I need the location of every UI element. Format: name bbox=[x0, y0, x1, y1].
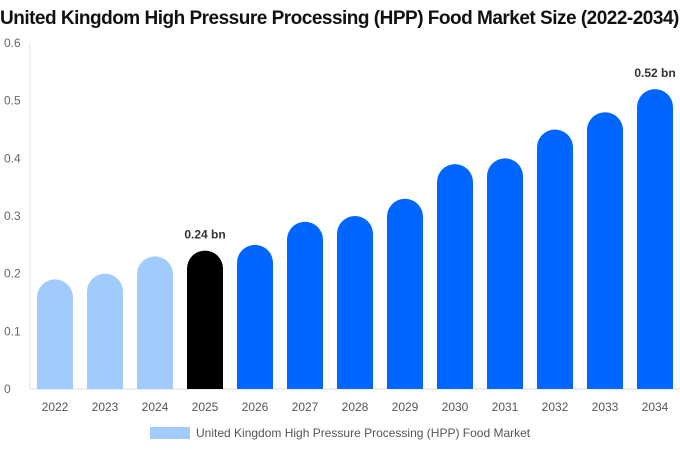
data-label: 0.52 bn bbox=[634, 66, 675, 80]
x-tick-label: 2022 bbox=[42, 400, 69, 414]
bar-2026 bbox=[237, 244, 273, 389]
y-tick-label: 0.1 bbox=[4, 324, 21, 338]
x-tick-label: 2033 bbox=[592, 400, 619, 414]
y-tick-label: 0.5 bbox=[4, 94, 21, 108]
legend-swatch bbox=[150, 427, 190, 439]
x-tick-label: 2028 bbox=[342, 400, 369, 414]
y-tick-label: 0 bbox=[4, 382, 11, 396]
y-tick-label: 0.2 bbox=[4, 267, 21, 281]
bar-2025 bbox=[187, 250, 223, 389]
x-tick-label: 2031 bbox=[492, 400, 519, 414]
bar-2023 bbox=[87, 273, 123, 389]
legend: United Kingdom High Pressure Processing … bbox=[150, 426, 530, 440]
bar-2031 bbox=[487, 158, 523, 389]
y-tick-label: 0.3 bbox=[4, 209, 21, 223]
x-tick-label: 2025 bbox=[192, 400, 219, 414]
bar-2029 bbox=[387, 198, 423, 389]
bar-2022 bbox=[37, 279, 73, 389]
x-tick-label: 2032 bbox=[542, 400, 569, 414]
x-tick-label: 2030 bbox=[442, 400, 469, 414]
bar-2030 bbox=[437, 164, 473, 389]
legend-label: United Kingdom High Pressure Processing … bbox=[196, 426, 531, 440]
chart-title: United Kingdom High Pressure Processing … bbox=[0, 8, 679, 29]
bar-2032 bbox=[537, 129, 573, 389]
bar-2033 bbox=[587, 112, 623, 389]
x-tick-label: 2034 bbox=[642, 400, 669, 414]
bar-2024 bbox=[137, 256, 173, 389]
x-tick-label: 2027 bbox=[292, 400, 319, 414]
x-tick-label: 2029 bbox=[392, 400, 419, 414]
bar-2028 bbox=[337, 216, 373, 389]
data-label: 0.24 bn bbox=[184, 228, 225, 242]
x-tick-label: 2023 bbox=[92, 400, 119, 414]
bar-2027 bbox=[287, 221, 323, 389]
x-tick-label: 2026 bbox=[242, 400, 269, 414]
y-tick-label: 0.4 bbox=[4, 151, 21, 165]
x-tick-label: 2024 bbox=[142, 400, 169, 414]
y-tick-label: 0.6 bbox=[4, 36, 21, 50]
bar-2034 bbox=[637, 89, 673, 389]
